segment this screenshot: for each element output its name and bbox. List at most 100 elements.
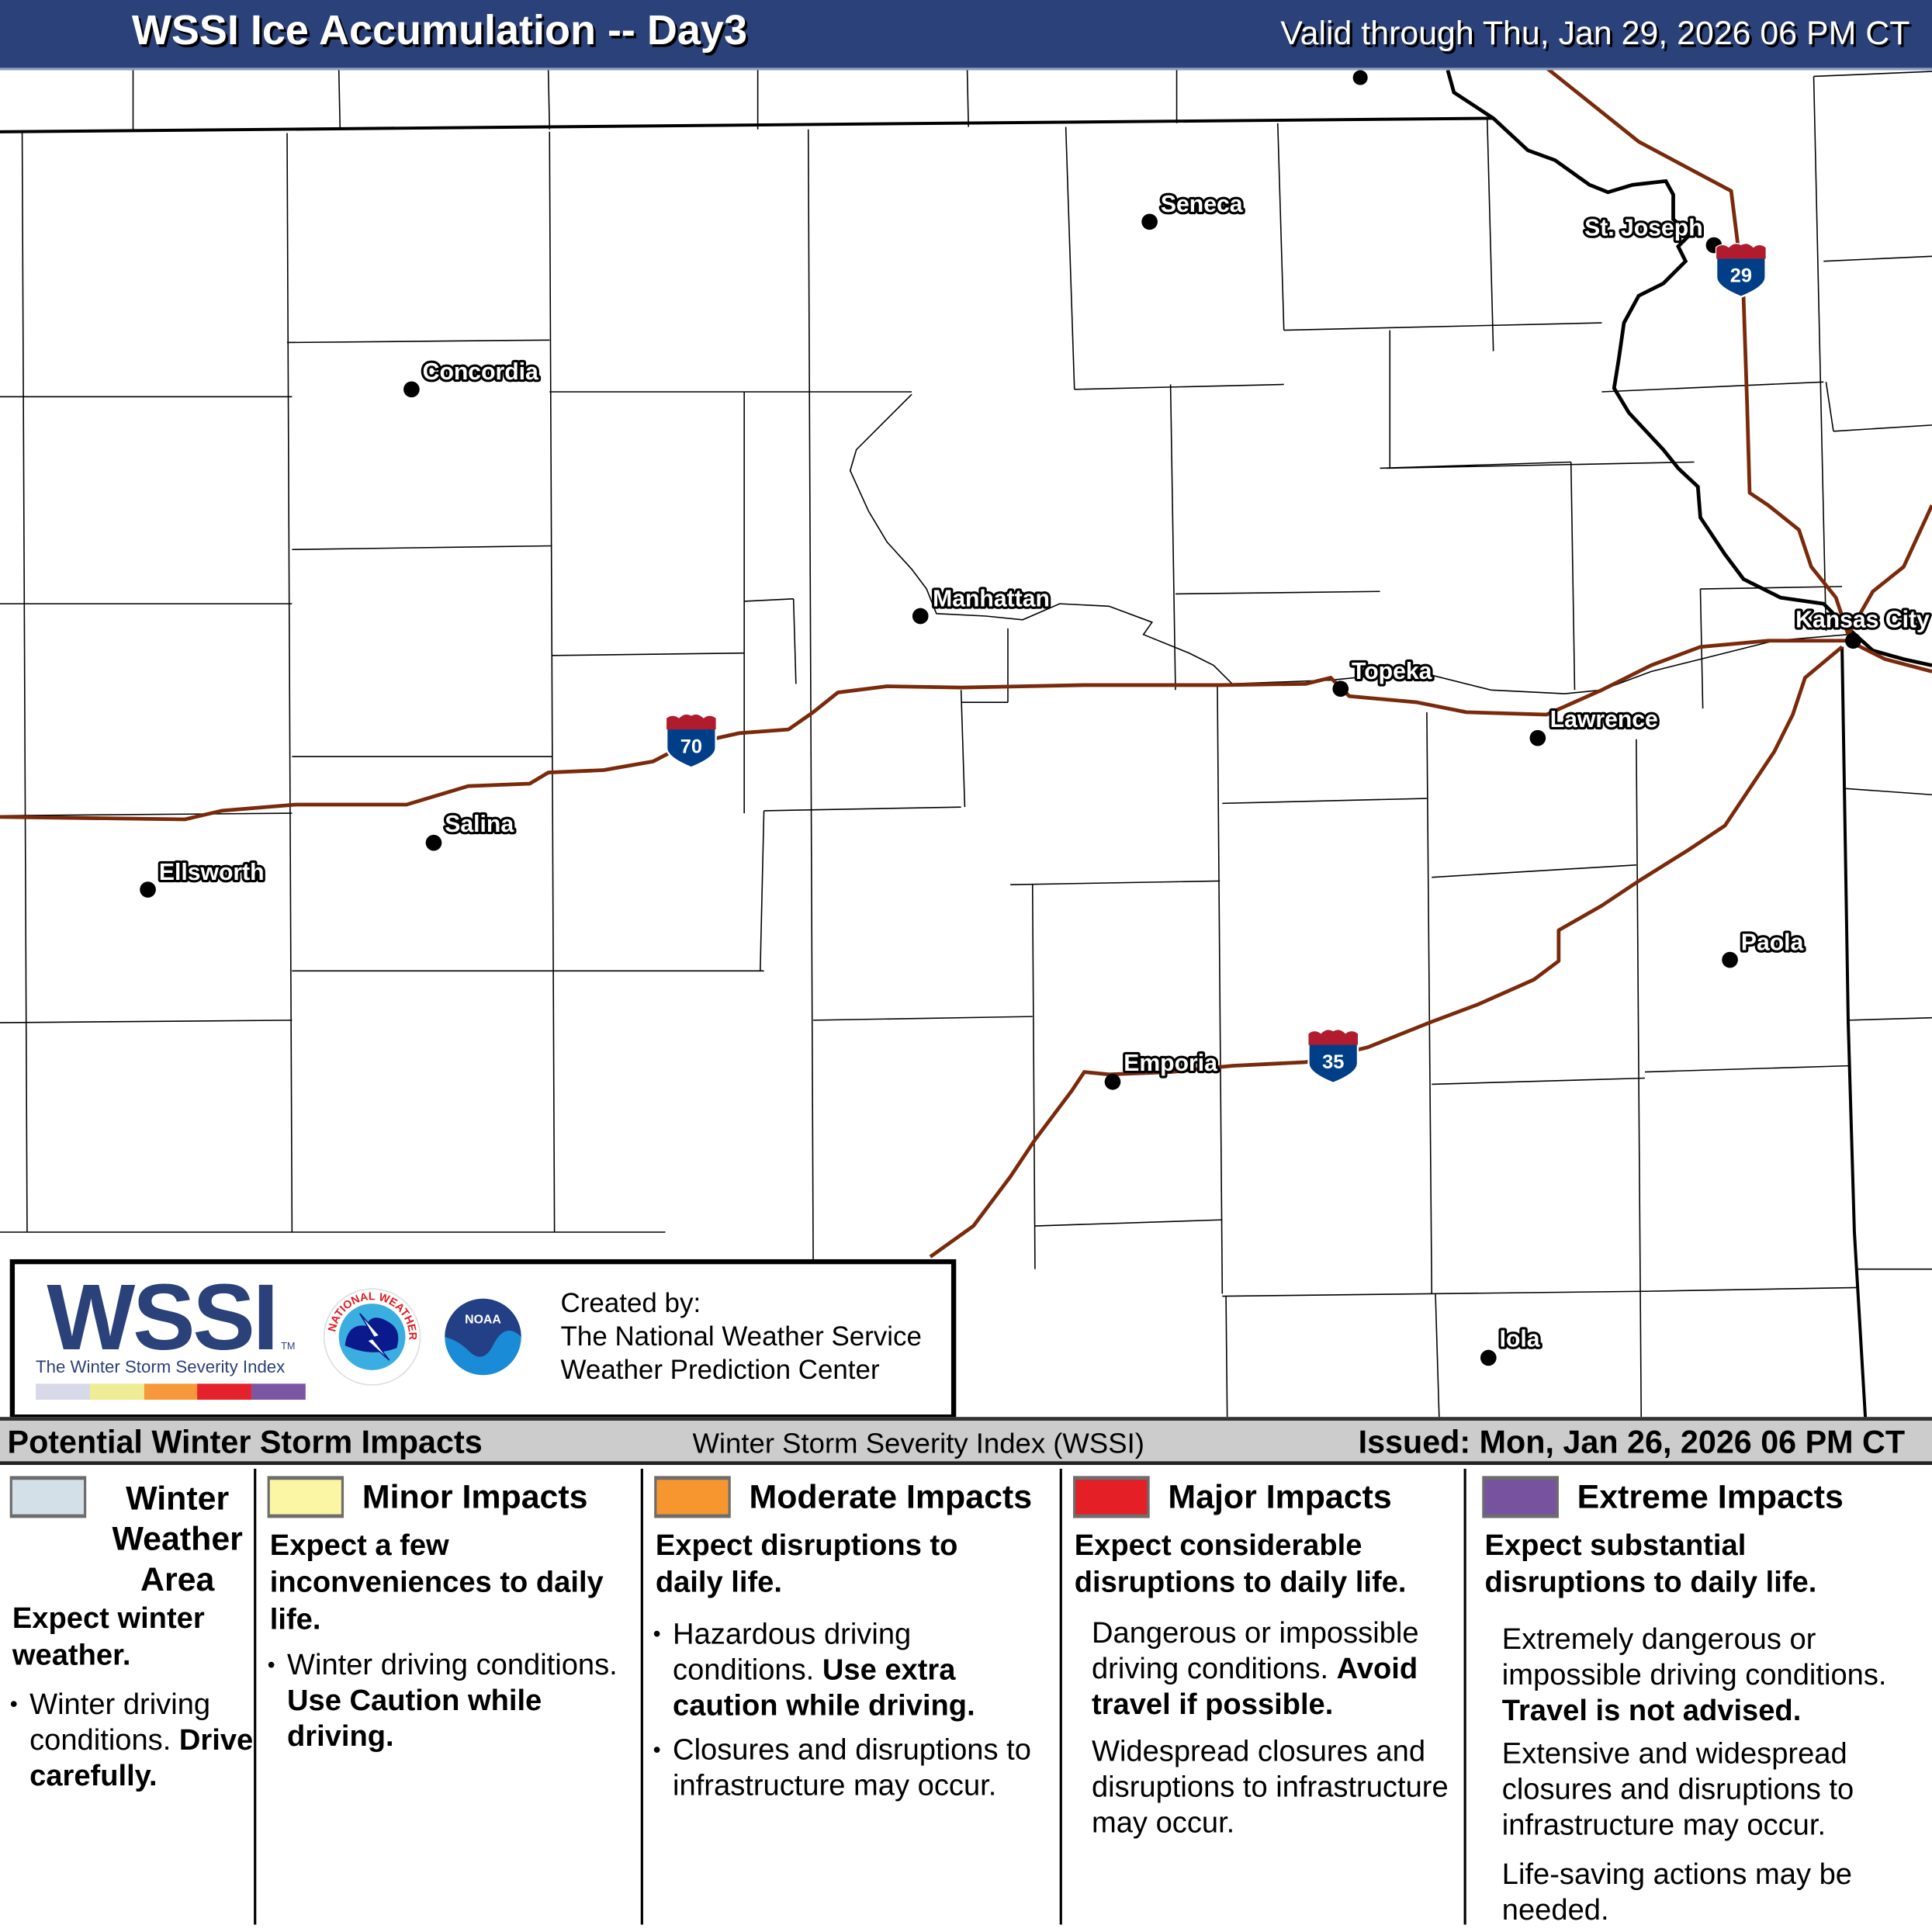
county-line [286, 339, 550, 344]
county-line [744, 597, 794, 602]
interstates [0, 70, 1932, 1259]
shield-number: 35 [1322, 1051, 1344, 1073]
county-line [1065, 126, 1075, 390]
org-wpc: Weather Prediction Center [560, 1354, 880, 1385]
county-line [1217, 684, 1224, 1294]
county-line [807, 129, 814, 1263]
legend-major: Major Impacts Expect considerable disrup… [1062, 1465, 1464, 1932]
county-line [1435, 1293, 1440, 1418]
interstate-i-35 [929, 645, 1844, 1259]
legend-text: Dangerous or impossible driving conditio… [1091, 1616, 1419, 1722]
county-line [338, 70, 341, 130]
city-label: Iola [1500, 1327, 1540, 1352]
legend-lead: Expect winter weather. [12, 1601, 205, 1672]
wssi-logo: WSSI [47, 1265, 279, 1370]
svg-text:NOAA: NOAA [465, 1314, 501, 1327]
swatch [1482, 1476, 1559, 1518]
legend-title: Extreme Impacts [1577, 1478, 1844, 1516]
swatch [1073, 1476, 1150, 1518]
city-dot [1722, 951, 1738, 968]
legend-title: Major Impacts [1168, 1478, 1392, 1516]
county-line [1169, 384, 1176, 691]
legend-bullet: Closures and disruptions to infrastructu… [653, 1733, 1042, 1804]
legend-title: Winter Weather Area [112, 1480, 243, 1598]
valid-time: Valid through Thu, Jan 29, 2026 06 PM CT [1280, 15, 1910, 52]
county-line [0, 812, 293, 817]
county-line [1010, 880, 1220, 885]
kansas-river [849, 393, 1849, 694]
county-line [1222, 1290, 1646, 1297]
interstate-shield-icon: 70 [665, 713, 717, 769]
map-title: WSSI Ice Accumulation -- Day3 [131, 7, 748, 54]
county-line [1283, 322, 1602, 331]
legend-lead: Expect considerable disruptions to daily… [1074, 1529, 1407, 1600]
city-dot [1845, 632, 1861, 649]
impact-legend: Winter Weather Area Expect winter weathe… [0, 1465, 1932, 1932]
county-line [1813, 71, 1932, 78]
county-line [1833, 424, 1932, 432]
city-dot [1529, 729, 1546, 746]
county-line [1644, 1065, 1849, 1073]
city-dot [1104, 1073, 1121, 1090]
county-line [1845, 788, 1932, 796]
legend-lead: Expect a few inconveniences to daily lif… [269, 1529, 604, 1636]
created-by-label: Created by: [560, 1287, 701, 1319]
county-line [1813, 76, 1827, 632]
city-label: Manhattan [933, 586, 1050, 611]
city-label: Salina [445, 812, 514, 837]
legend-lead: Expect disruptions to daily life. [655, 1529, 958, 1600]
city-label: Lawrence [1550, 707, 1658, 732]
state-line [1840, 646, 1868, 1420]
city-label: Topeka [1352, 659, 1432, 684]
county-line [0, 1020, 293, 1023]
cities: Seneca Concordia St. Joseph Manhattan Topeka… [140, 70, 1932, 1366]
city-label: Ellsworth [159, 860, 265, 885]
legend-title-bar: Potential Winter Storm Impacts Winter St… [0, 1417, 1932, 1466]
divider [1463, 1468, 1466, 1925]
county-line [1031, 885, 1036, 1269]
county-line [286, 133, 293, 1233]
swatch [9, 1476, 87, 1518]
severity-color-strip [36, 1383, 306, 1400]
city-dot [1332, 680, 1349, 698]
county-line [1432, 864, 1636, 878]
county-line [1847, 1016, 1932, 1021]
state-line [0, 116, 1494, 133]
county-line [21, 133, 28, 1233]
legend-extreme: Extreme Impacts Expect substantial disru… [1466, 1465, 1932, 1932]
legend-bullet: Winter driving conditions. Drive careful… [10, 1687, 258, 1794]
nws-logo-icon: NATIONAL WEATHER SERVICE [323, 1286, 421, 1386]
county-line [1276, 123, 1285, 331]
issued-time: Issued: Mon, Jan 26, 2026 06 PM CT [1358, 1423, 1906, 1460]
city-label: Emporia [1124, 1051, 1217, 1076]
county-line [1386, 461, 1695, 469]
county-line [549, 131, 556, 1233]
city-dot [140, 881, 156, 898]
interstate-shield-icon: 35 [1307, 1029, 1359, 1085]
county-line [792, 598, 797, 684]
county-line [1699, 589, 1704, 709]
county-line [1823, 255, 1932, 262]
county-line [966, 70, 969, 127]
index-name: Winter Storm Severity Index (WSSI) [692, 1426, 1144, 1459]
county-line [552, 652, 745, 656]
city-dot [1352, 70, 1368, 85]
legend-moderate: Moderate Impacts Expect disruptions to d… [643, 1465, 1060, 1932]
county-line [1644, 1286, 1858, 1293]
city-label: Kansas City [1795, 607, 1930, 632]
city-dot [1480, 1349, 1497, 1366]
city-dot [425, 834, 442, 851]
agency-logos: NATIONAL WEATHER SERVICE NOAA [323, 1286, 531, 1386]
credits-box: WSSI TM The Winter Storm Severity Index … [9, 1259, 957, 1420]
county-line [1225, 1296, 1228, 1418]
city-label: Paola [1741, 930, 1804, 955]
credits-text: Created by: The National Weather Service… [561, 1286, 922, 1387]
legend-lead: Expect substantial disruptions to daily … [1484, 1529, 1817, 1600]
county-line [1222, 798, 1427, 805]
interstate-shields: 70 29 35 [665, 243, 1767, 1085]
county-borders [0, 70, 1932, 1418]
noaa-logo-icon: NOAA [435, 1289, 531, 1385]
city-label: Seneca [1161, 192, 1243, 217]
shield-number: 29 [1730, 265, 1752, 287]
